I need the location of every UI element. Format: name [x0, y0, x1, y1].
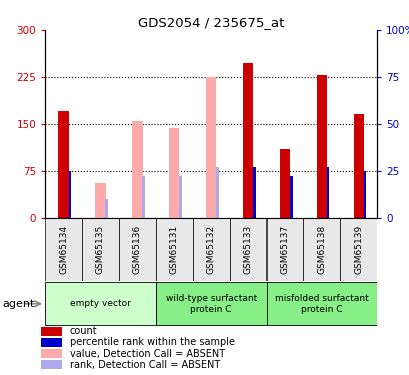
- Text: GSM65139: GSM65139: [353, 225, 362, 274]
- Bar: [242, 63, 253, 217]
- Bar: [252, 167, 255, 218]
- Bar: [279, 149, 290, 217]
- Text: agent: agent: [2, 299, 34, 309]
- Bar: [169, 128, 179, 217]
- Bar: [82, 217, 119, 281]
- Bar: [105, 199, 108, 217]
- Bar: [326, 167, 328, 218]
- Bar: [289, 176, 292, 218]
- Bar: [58, 111, 69, 218]
- Bar: [266, 217, 303, 281]
- Text: count: count: [70, 326, 97, 336]
- Bar: [142, 176, 144, 218]
- Bar: [155, 217, 192, 281]
- Bar: [45, 282, 155, 326]
- Bar: [353, 114, 363, 218]
- Bar: [266, 282, 376, 326]
- Bar: [68, 171, 71, 217]
- Text: GSM65131: GSM65131: [169, 225, 178, 274]
- Text: GSM65134: GSM65134: [59, 225, 68, 274]
- Text: percentile rank within the sample: percentile rank within the sample: [70, 338, 234, 347]
- Bar: [41, 360, 61, 369]
- Text: rank, Detection Call = ABSENT: rank, Detection Call = ABSENT: [70, 360, 219, 370]
- Bar: [95, 183, 106, 218]
- Bar: [41, 349, 61, 358]
- Bar: [192, 217, 229, 281]
- Text: wild-type surfactant
protein C: wild-type surfactant protein C: [165, 294, 256, 314]
- Bar: [179, 176, 181, 218]
- Bar: [41, 327, 61, 336]
- Bar: [316, 75, 326, 217]
- Title: GDS2054 / 235675_at: GDS2054 / 235675_at: [137, 16, 284, 29]
- Text: GSM65135: GSM65135: [96, 225, 105, 274]
- Bar: [205, 77, 216, 218]
- Bar: [216, 167, 218, 218]
- Text: GSM65133: GSM65133: [243, 225, 252, 274]
- Bar: [229, 217, 266, 281]
- Text: value, Detection Call = ABSENT: value, Detection Call = ABSENT: [70, 348, 224, 358]
- Bar: [119, 217, 155, 281]
- Bar: [303, 217, 339, 281]
- Text: empty vector: empty vector: [70, 299, 130, 308]
- Bar: [45, 217, 82, 281]
- Text: GSM65137: GSM65137: [280, 225, 289, 274]
- Bar: [155, 282, 266, 326]
- Text: misfolded surfactant
protein C: misfolded surfactant protein C: [274, 294, 368, 314]
- Bar: [132, 121, 142, 218]
- Text: GSM65132: GSM65132: [206, 225, 215, 274]
- Text: GSM65138: GSM65138: [317, 225, 326, 274]
- Bar: [339, 217, 376, 281]
- Text: GSM65136: GSM65136: [133, 225, 142, 274]
- Bar: [363, 171, 365, 217]
- Bar: [41, 338, 61, 347]
